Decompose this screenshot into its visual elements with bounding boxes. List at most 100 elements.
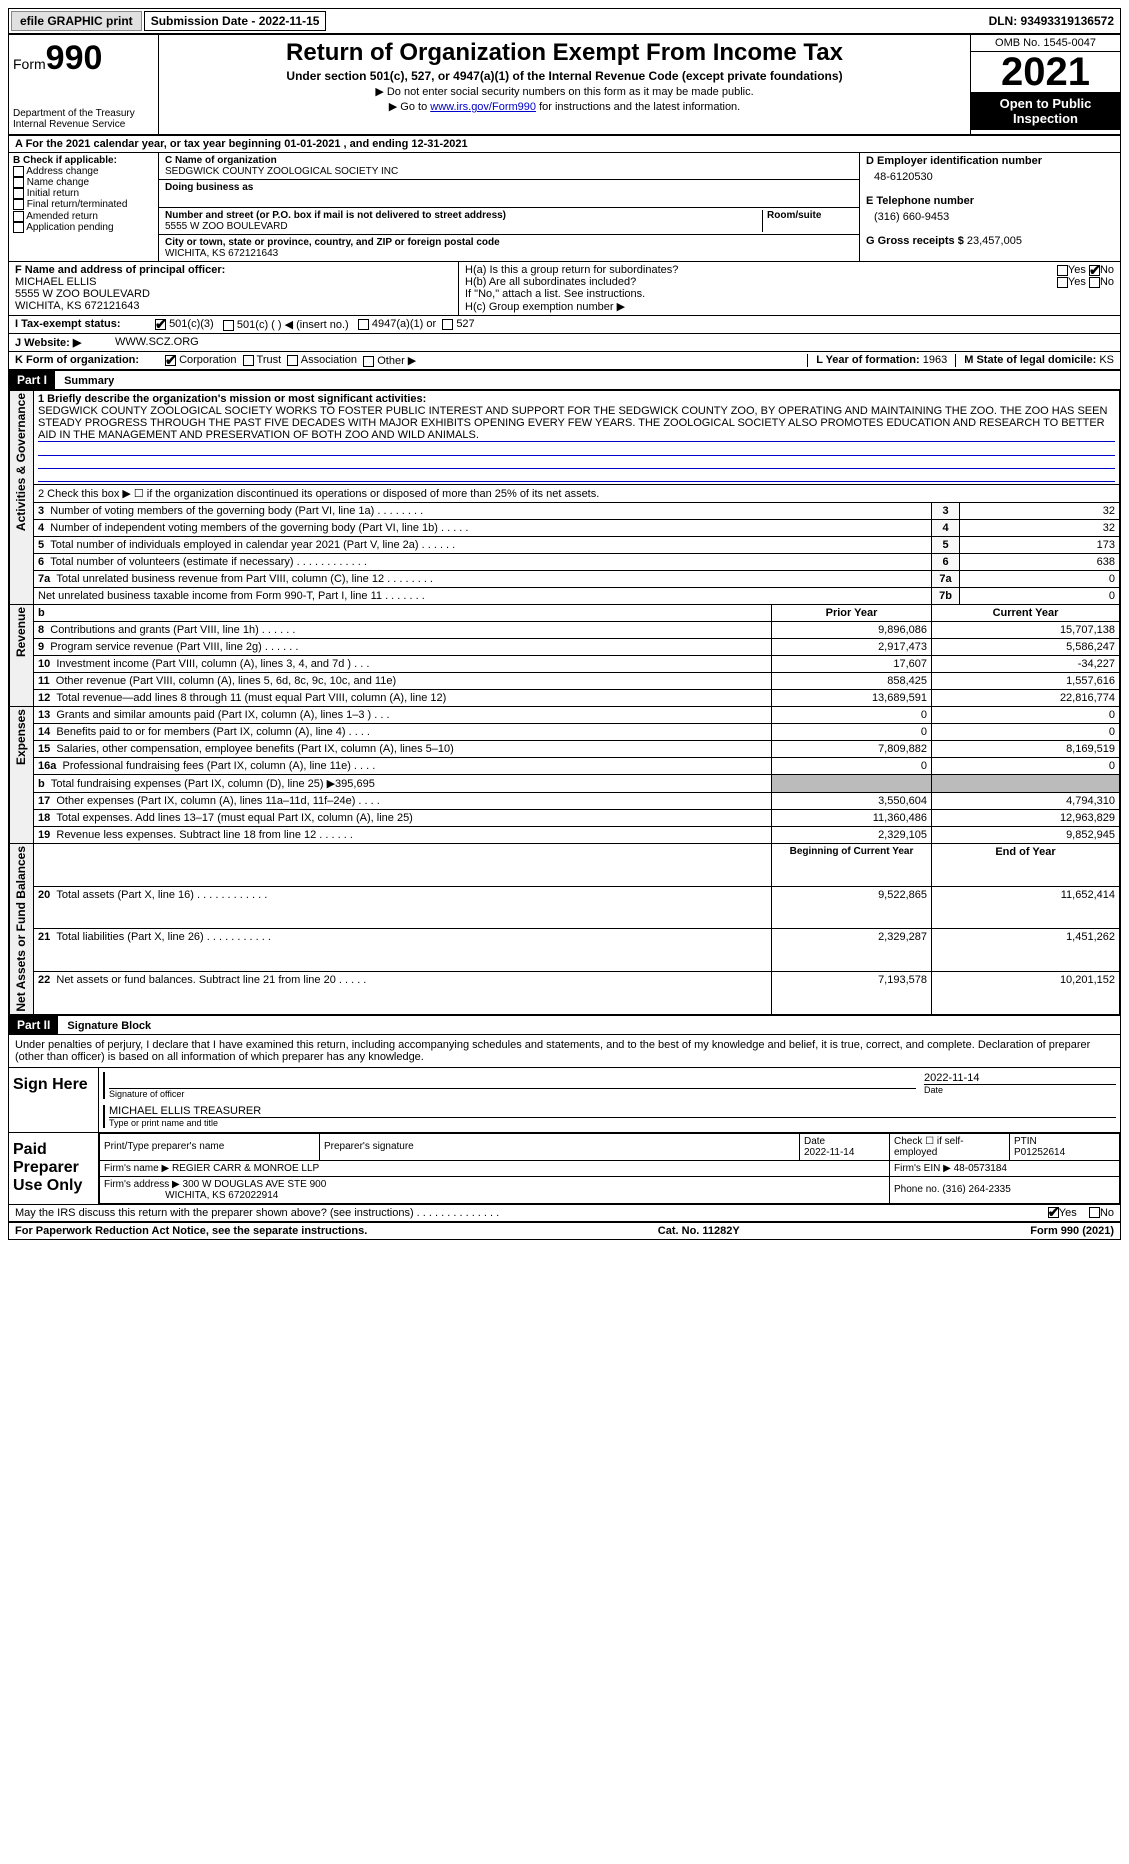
- blank-cell: b: [34, 605, 772, 622]
- row-desc: Total revenue—add lines 8 through 11 (mu…: [56, 692, 446, 704]
- name-title-val: MICHAEL ELLIS TREASURER: [109, 1105, 1116, 1117]
- row-desc: Salaries, other compensation, employee b…: [56, 743, 453, 755]
- curr-val: 4,794,310: [932, 793, 1120, 810]
- part1-header: Part I Summary: [9, 370, 1120, 390]
- officer-addr1: 5555 W ZOO BOULEVARD: [15, 288, 452, 300]
- row-k-lbl: K Form of organization:: [15, 354, 165, 367]
- row-desc: Total unrelated business revenue from Pa…: [56, 573, 433, 585]
- row-desc: Number of independent voting members of …: [50, 522, 468, 534]
- lbl-name-change: Name change: [27, 177, 89, 188]
- hb-row: H(b) Are all subordinates included? Yes …: [465, 276, 1114, 288]
- chk-final-return[interactable]: Final return/terminated: [13, 199, 154, 210]
- gross-val: 23,457,005: [967, 235, 1022, 247]
- table-row: 4 Number of independent voting members o…: [10, 520, 1120, 537]
- chk-amended-return[interactable]: Amended return: [13, 211, 154, 222]
- row-key: 6: [932, 554, 960, 571]
- table-row: 15 Salaries, other compensation, employe…: [10, 741, 1120, 758]
- row-klm: K Form of organization: Corporation Trus…: [9, 352, 1120, 370]
- hdr-curr: Current Year: [932, 605, 1120, 622]
- table-row: 22 Net assets or fund balances. Subtract…: [10, 971, 1120, 1014]
- hb-note: If "No," attach a list. See instructions…: [465, 288, 1114, 300]
- row-num: 6: [38, 556, 44, 568]
- row-num: 13: [38, 709, 50, 721]
- prior-val: 858,425: [772, 673, 932, 690]
- efile-print-button[interactable]: efile GRAPHIC print: [11, 11, 142, 31]
- chk-assoc[interactable]: Association: [287, 354, 357, 367]
- ha-no-chk[interactable]: [1089, 265, 1100, 276]
- chk-trust[interactable]: Trust: [243, 354, 282, 367]
- officer-name: MICHAEL ELLIS: [15, 276, 452, 288]
- curr-val: 11,652,414: [932, 886, 1120, 929]
- table-row: Firm's address ▶ 300 W DOUGLAS AVE STE 9…: [100, 1176, 1120, 1203]
- org-name-lbl: C Name of organization: [165, 155, 853, 166]
- curr-val: 12,963,829: [932, 810, 1120, 827]
- shaded-cell: [772, 775, 932, 793]
- chk-501c3[interactable]: 501(c)(3): [155, 318, 214, 331]
- table-row: 8 Contributions and grants (Part VIII, l…: [10, 622, 1120, 639]
- chk-name-change[interactable]: Name change: [13, 177, 154, 188]
- row-num: 11: [38, 675, 50, 687]
- officer-addr2: WICHITA, KS 672121643: [15, 300, 452, 312]
- curr-val: 5,586,247: [932, 639, 1120, 656]
- table-row: 3 Number of voting members of the govern…: [10, 503, 1120, 520]
- chk-corp[interactable]: Corporation: [165, 354, 237, 367]
- prep-date: 2022-11-14: [804, 1147, 854, 1158]
- side-revenue-label: Revenue: [14, 607, 28, 657]
- ha-yes-chk[interactable]: [1057, 265, 1068, 276]
- hb-yes-chk[interactable]: [1057, 277, 1068, 288]
- row-num: 3: [38, 505, 44, 517]
- prior-val: 7,193,578: [772, 971, 932, 1014]
- chk-address-change[interactable]: Address change: [13, 166, 154, 177]
- table-row: 2 Check this box ▶ ☐ if the organization…: [10, 485, 1120, 503]
- row-desc: Other expenses (Part IX, column (A), lin…: [56, 795, 379, 807]
- ha-no: No: [1100, 264, 1114, 276]
- city-val: WICHITA, KS 672121643: [165, 248, 853, 259]
- curr-val: 1,451,262: [932, 929, 1120, 972]
- may-irs-no-chk[interactable]: [1089, 1207, 1100, 1218]
- table-row: 17 Other expenses (Part IX, column (A), …: [10, 793, 1120, 810]
- paid-preparer-row: Paid Preparer Use Only Print/Type prepar…: [9, 1133, 1120, 1205]
- row-j: J Website: ▶ WWW.SCZ.ORG: [9, 334, 1120, 352]
- tel-lbl: E Telephone number: [866, 195, 1114, 207]
- hb-answer: Yes No: [1057, 276, 1114, 288]
- hb-no-chk[interactable]: [1089, 277, 1100, 288]
- sign-here-row: Sign Here Signature of officer 2022-11-1…: [9, 1068, 1120, 1133]
- chk-501c[interactable]: 501(c) ( ) ◀ (insert no.): [223, 318, 349, 331]
- row-desc: Revenue less expenses. Subtract line 18 …: [56, 829, 353, 841]
- city-lbl: City or town, state or province, country…: [165, 237, 853, 248]
- q1-lbl: 1 Briefly describe the organization's mi…: [38, 393, 1115, 405]
- curr-val: 10,201,152: [932, 971, 1120, 1014]
- ptin-lbl: PTIN: [1014, 1136, 1037, 1147]
- ssn-note: ▶ Do not enter social security numbers o…: [167, 85, 962, 98]
- side-activities-label: Activities & Governance: [14, 393, 28, 531]
- prep-sig-lbl: Preparer's signature: [320, 1133, 800, 1160]
- type-name-lbl: Type or print name and title: [109, 1117, 1116, 1128]
- sig-officer-space: [109, 1072, 916, 1088]
- chk-527[interactable]: 527: [442, 318, 474, 331]
- row-key: 3: [932, 503, 960, 520]
- chk-initial-return[interactable]: Initial return: [13, 188, 154, 199]
- table-row: Revenue b Prior Year Current Year: [10, 605, 1120, 622]
- section-fh: F Name and address of principal officer:…: [9, 262, 1120, 316]
- row-key: 4: [932, 520, 960, 537]
- chk-4947[interactable]: 4947(a)(1) or: [358, 318, 436, 331]
- col-b: B Check if applicable: Address change Na…: [9, 153, 159, 261]
- irs-link[interactable]: www.irs.gov/Form990: [430, 101, 536, 113]
- chk-other[interactable]: Other ▶: [363, 354, 416, 367]
- irs-label: Internal Revenue Service: [13, 119, 154, 130]
- org-name-cell: C Name of organization SEDGWICK COUNTY Z…: [159, 153, 860, 180]
- paid-table: Print/Type preparer's name Preparer's si…: [99, 1133, 1120, 1204]
- goto-post: for instructions and the latest informat…: [536, 101, 740, 113]
- row-desc: Total expenses. Add lines 13–17 (must eq…: [56, 812, 412, 824]
- chk-app-pending[interactable]: Application pending: [13, 222, 154, 233]
- table-row: Net unrelated business taxable income fr…: [10, 588, 1120, 605]
- part1-title: Summary: [58, 373, 120, 389]
- may-irs-yes-chk[interactable]: [1048, 1207, 1059, 1218]
- table-row: 20 Total assets (Part X, line 16) . . . …: [10, 886, 1120, 929]
- header-mid: Return of Organization Exempt From Incom…: [159, 35, 970, 134]
- lbl-assoc: Association: [301, 354, 357, 366]
- col-c: C Name of organization SEDGWICK COUNTY Z…: [159, 153, 860, 261]
- lbl-501c3: 501(c)(3): [169, 318, 214, 330]
- row-val: 0: [960, 588, 1120, 605]
- ptin-val: P01252614: [1014, 1147, 1065, 1158]
